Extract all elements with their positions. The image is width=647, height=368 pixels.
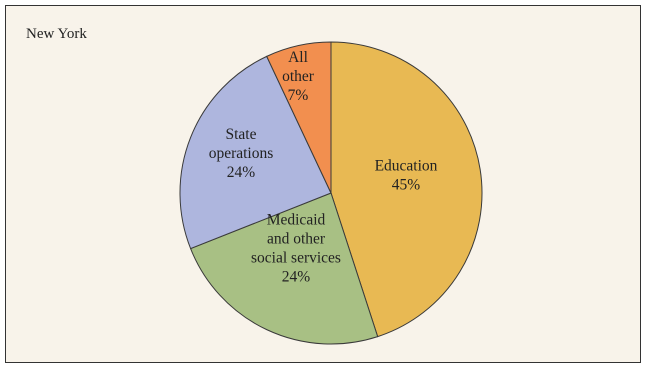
pie-slice: [179, 55, 332, 250]
slice-label-line: All: [288, 49, 308, 66]
slice-label-line: other: [282, 68, 315, 85]
slice-label-line: 24%: [227, 164, 256, 181]
slice-label-line: 7%: [288, 87, 309, 104]
slice-label-line: State: [226, 126, 257, 143]
slice-label: Medicaid and other social services 24%: [251, 212, 341, 286]
chart-title: New York: [26, 26, 87, 42]
slice-label: Education 45%: [375, 158, 438, 194]
pie-slice: [330, 41, 483, 338]
pie-slice: [266, 41, 332, 194]
slice-label: State operations 24%: [209, 126, 274, 181]
slice-label-line: Education: [375, 158, 438, 175]
slice-label-line: Medicaid: [267, 212, 326, 229]
slice-label: All other 7%: [282, 49, 315, 104]
slice-label-line: 24%: [282, 269, 311, 286]
slice-label-line: operations: [209, 145, 274, 162]
slice-label-line: 45%: [392, 177, 421, 194]
slice-label-line: social services: [251, 250, 341, 267]
slice-label-line: and other: [267, 231, 326, 248]
pie-slice: [189, 192, 379, 345]
